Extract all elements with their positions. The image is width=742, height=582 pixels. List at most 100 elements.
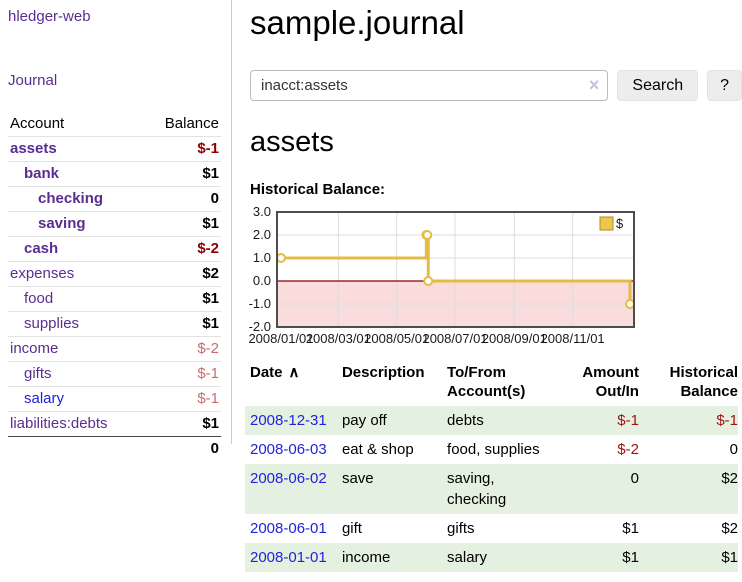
svg-text:-2.0: -2.0	[249, 319, 271, 334]
register-row: 2008-06-02 save saving, checking 0 $2	[245, 464, 738, 514]
transaction-date-link[interactable]: 2008-12-31	[250, 412, 327, 429]
svg-text:1.0: 1.0	[253, 250, 271, 265]
account-name-cell: bank	[8, 161, 143, 187]
transaction-amount: 0	[630, 470, 639, 487]
sidebar-item-journal[interactable]: Journal	[8, 72, 58, 89]
help-button[interactable]: ?	[707, 70, 742, 101]
account-link[interactable]: expenses	[10, 265, 75, 282]
register-header-row: Date ∧ Description To/From Account(s) Amo…	[245, 361, 738, 406]
accounts-table: Account Balance assets $-1 bank $1 checking 0…	[8, 112, 221, 461]
register-row: 2008-12-31 pay off debts $-1 $-1	[245, 406, 738, 435]
transaction-balance: $-1	[716, 412, 738, 429]
account-balance: $1	[142, 161, 221, 187]
search-button[interactable]: Search	[617, 70, 699, 101]
account-row: income $-2	[8, 336, 221, 362]
column-header-balance: Historical Balance	[669, 364, 738, 400]
svg-text:3.0: 3.0	[253, 206, 271, 219]
account-link[interactable]: saving	[38, 215, 86, 232]
account-name-cell: income	[8, 336, 143, 362]
account-row: gifts $-1	[8, 361, 221, 387]
accounts-table-body: assets $-1 bank $1 checking 0 saving $1 cash $-2 e…	[8, 136, 221, 437]
transaction-balance: 0	[729, 441, 738, 458]
transaction-date-cell: 2008-12-31	[245, 406, 342, 435]
column-header-description: Description	[341, 364, 425, 381]
account-balance: $-1	[142, 136, 221, 162]
historical-balance-chart: $3.0 2.0 1.0 0.0 -1.0 -2.02008/01/012008/03/0…	[248, 206, 635, 346]
transaction-amount: $-2	[617, 441, 639, 458]
account-row: saving $1	[8, 211, 221, 237]
account-link[interactable]: income	[10, 340, 59, 357]
brand-link[interactable]: hledger-web	[8, 8, 91, 25]
svg-text:2008/03/01: 2008/03/01	[306, 331, 371, 346]
transaction-accounts: saving, checking	[447, 470, 507, 508]
account-balance: $-1	[142, 386, 221, 412]
svg-text:2008/11/01: 2008/11/01	[541, 331, 605, 346]
search-input[interactable]	[250, 70, 609, 101]
svg-text:-1.0: -1.0	[249, 296, 271, 311]
register-row: 2008-01-01 income salary $1 $1	[245, 543, 738, 572]
account-name-cell: gifts	[8, 361, 143, 387]
main-content: sample.journal × Search ? assets Histori…	[245, 0, 742, 572]
account-heading: assets	[250, 126, 334, 158]
account-name-cell: saving	[8, 211, 143, 237]
column-header-date[interactable]: Date ∧	[250, 364, 300, 381]
transaction-accounts: salary	[447, 549, 488, 566]
account-row: bank $1	[8, 161, 221, 187]
brand: hledger-web	[8, 8, 221, 25]
transaction-description: save	[341, 470, 374, 487]
accounts-total-row: 0	[8, 436, 221, 461]
account-row: food $1	[8, 286, 221, 312]
account-balance: 0	[142, 186, 221, 212]
account-balance: $-2	[142, 236, 221, 262]
column-header-amount: Amount Out/In	[582, 364, 639, 400]
svg-text:2008/01/01: 2008/01/01	[248, 331, 313, 346]
balance-column-header: Balance	[164, 115, 219, 132]
transaction-amount: $-1	[617, 412, 639, 429]
account-name-cell: food	[8, 286, 143, 312]
transaction-balance: $2	[721, 520, 738, 537]
account-link[interactable]: bank	[24, 165, 60, 182]
account-link[interactable]: assets	[10, 140, 57, 157]
account-link[interactable]: gifts	[24, 365, 52, 382]
account-link[interactable]: salary	[24, 390, 65, 407]
transaction-accounts: debts	[447, 412, 484, 429]
svg-text:0.0: 0.0	[253, 273, 271, 288]
account-name-cell: checking	[8, 186, 143, 212]
page-title: sample.journal	[250, 4, 465, 41]
search-form: × Search ?	[250, 70, 742, 101]
sidebar-nav: Journal	[8, 72, 221, 89]
transaction-balance: $2	[721, 470, 738, 487]
transaction-date-link[interactable]: 2008-06-01	[250, 520, 327, 537]
transaction-date-link[interactable]: 2008-06-03	[250, 441, 327, 458]
account-row: expenses $2	[8, 261, 221, 287]
search-input-wrap: ×	[250, 70, 609, 101]
transaction-date-link[interactable]: 2008-01-01	[250, 549, 327, 566]
svg-text:2008/07/01: 2008/07/01	[422, 331, 487, 346]
account-link[interactable]: supplies	[24, 315, 80, 332]
account-link[interactable]: cash	[24, 240, 59, 257]
account-link[interactable]: checking	[38, 190, 104, 207]
accounts-total-spacer	[8, 436, 143, 461]
transaction-date-cell: 2008-01-01	[245, 543, 342, 572]
column-header-accounts: To/From Account(s)	[447, 364, 526, 400]
transaction-description: gift	[341, 520, 362, 537]
sort-ascending-icon: ∧	[288, 364, 300, 381]
transaction-amount: $1	[622, 549, 639, 566]
account-link[interactable]: liabilities:debts	[10, 415, 108, 432]
account-name-cell: expenses	[8, 261, 143, 287]
svg-text:2008/09/01: 2008/09/01	[482, 331, 547, 346]
transaction-amount: $1	[622, 520, 639, 537]
register-row: 2008-06-03 eat & shop food, supplies $-2 0	[245, 435, 738, 464]
account-balance: $-1	[142, 361, 221, 387]
account-balance: $1	[142, 286, 221, 312]
accounts-table-header: Account Balance	[8, 112, 221, 137]
transaction-date-cell: 2008-06-01	[245, 514, 342, 543]
transaction-date-link[interactable]: 2008-06-02	[250, 470, 327, 487]
account-name-cell: liabilities:debts	[8, 411, 143, 437]
account-balance: $1	[142, 211, 221, 237]
account-row: cash $-2	[8, 236, 221, 262]
account-name-cell: salary	[8, 386, 143, 412]
clear-search-icon[interactable]: ×	[588, 75, 600, 95]
register-row: 2008-06-01 gift gifts $1 $2	[245, 514, 738, 543]
account-link[interactable]: food	[24, 290, 54, 307]
